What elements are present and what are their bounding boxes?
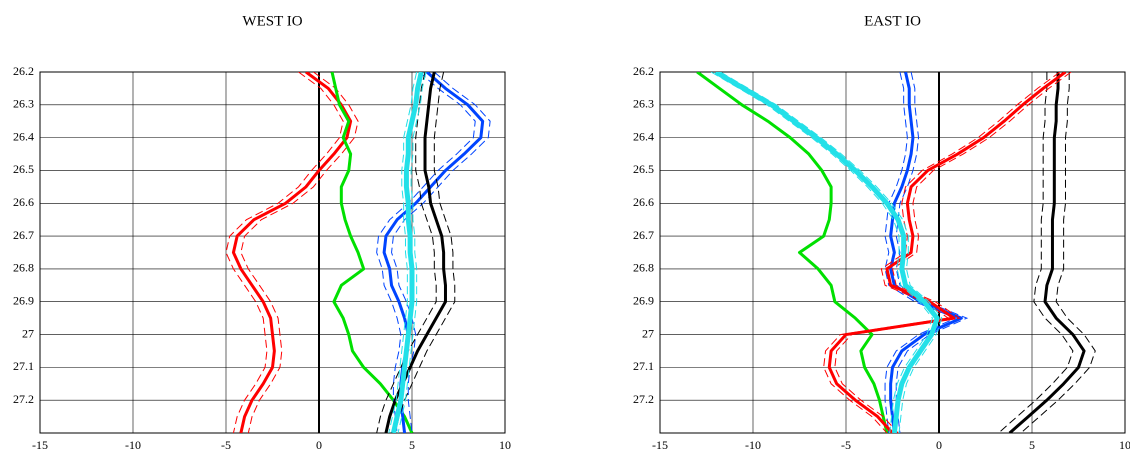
y-tick-label: 27.1: [13, 359, 34, 373]
x-tick-label: -10: [125, 438, 141, 452]
y-tick-label: 27: [642, 326, 654, 340]
y-tick-label: 26.7: [633, 228, 654, 242]
y-tick-label: 26.2: [13, 64, 34, 78]
x-tick-label: 10: [499, 438, 511, 452]
x-tick-label: 0: [936, 438, 942, 452]
series-group: [225, 72, 491, 433]
y-tick-label: 26.4: [13, 129, 34, 143]
error-bound: [376, 72, 437, 433]
x-tick-label: -5: [841, 438, 851, 452]
x-tick-label: -10: [745, 438, 761, 452]
y-tick-label: 26.5: [633, 162, 654, 176]
error-bound: [376, 72, 476, 433]
error-bound: [834, 72, 1072, 433]
y-tick-label: 27.2: [13, 392, 34, 406]
error-bound: [998, 72, 1074, 433]
y-tick-label: 27.1: [633, 359, 654, 373]
data-line: [714, 72, 940, 433]
y-tick-label: 27.2: [633, 392, 654, 406]
error-bound: [720, 72, 943, 433]
data-line: [889, 72, 963, 433]
data-line: [696, 72, 889, 433]
y-tick-label: 26.2: [633, 64, 654, 78]
x-tick-label: -15: [652, 438, 668, 452]
data-line: [827, 72, 1067, 433]
error-bound: [397, 72, 427, 433]
y-tick-label: 26.4: [633, 129, 654, 143]
error-bound: [823, 72, 1061, 433]
plot-frame: [39, 71, 506, 434]
y-tick-label: 26.8: [633, 261, 654, 275]
data-line: [382, 72, 485, 433]
data-line: [390, 72, 424, 433]
error-bound: [240, 72, 359, 433]
error-bound: [391, 72, 491, 433]
error-bound: [710, 72, 934, 433]
y-tick-label: 26.3: [633, 97, 654, 111]
error-bound: [884, 72, 958, 433]
y-tick-label: 26.7: [13, 228, 34, 242]
y-tick-label: 26.9: [13, 293, 34, 307]
panel: WEST IO 26.2 26.3 26.4 26.5 26.6 26.7 26.8 26.9 2…: [13, 13, 511, 451]
error-bound: [1020, 72, 1096, 433]
x-tick-label: 5: [409, 438, 415, 452]
panel: EAST IO 26.2 26.3 26.4 26.5 26.6 26.7 26.8 26.9 2…: [633, 13, 1130, 451]
x-tick-label: -15: [32, 438, 48, 452]
y-tick-label: 26.6: [13, 195, 34, 209]
y-tick-label: 26.8: [13, 261, 34, 275]
error-bound: [895, 72, 969, 433]
data-line: [330, 72, 414, 433]
data-line: [231, 72, 353, 433]
y-tick-label: 26.9: [633, 293, 654, 307]
chart-title: WEST IO: [242, 13, 302, 29]
x-tick-label: -5: [221, 438, 231, 452]
series-group: [696, 72, 1096, 433]
error-bound: [225, 72, 344, 433]
x-tick-label: 10: [1119, 438, 1130, 452]
data-line: [384, 72, 447, 433]
error-bound: [394, 72, 456, 433]
data-line: [1008, 72, 1086, 433]
error-bound: [388, 72, 418, 433]
y-tick-label: 27: [22, 326, 34, 340]
x-tick-label: 0: [316, 438, 322, 452]
y-tick-label: 26.3: [13, 97, 34, 111]
y-tick-label: 26.6: [633, 195, 654, 209]
x-tick-label: 5: [1029, 438, 1035, 452]
chart-title: EAST IO: [864, 13, 921, 29]
y-tick-label: 26.5: [13, 162, 34, 176]
